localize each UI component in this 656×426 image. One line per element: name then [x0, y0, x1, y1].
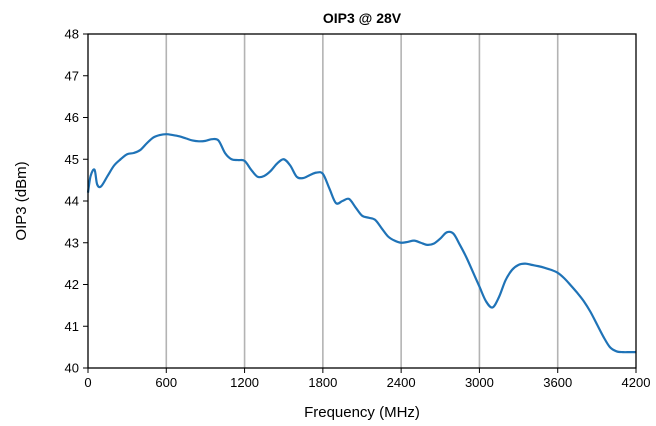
x-axis-label: Frequency (MHz)	[304, 404, 420, 421]
y-tick-label: 44	[65, 194, 79, 209]
plot-area-frame	[87, 33, 637, 369]
y-axis-ticks: 40 41 42 43 44 45 46 47 48	[65, 27, 88, 376]
x-axis-ticks: 0 600 1200 1800 2400 3000 3600 4200	[84, 368, 650, 390]
y-tick-label: 47	[65, 68, 79, 83]
x-tick-label: 1200	[230, 375, 259, 390]
y-tick-label: 40	[65, 361, 79, 376]
series-line-0	[86, 133, 636, 354]
gridlines	[165, 34, 559, 368]
x-tick-label: 0	[84, 375, 91, 390]
y-tick-label: 41	[65, 319, 79, 334]
x-tick-label: 1800	[308, 375, 337, 390]
series-line-group	[86, 133, 636, 354]
y-tick-label: 48	[65, 27, 79, 42]
y-tick-label: 43	[65, 235, 79, 250]
x-tick-label: 3600	[543, 375, 572, 390]
y-axis-label: OIP3 (dBm)	[13, 161, 30, 240]
x-tick-label: 3000	[465, 375, 494, 390]
chart-title: OIP3 @ 28V	[323, 10, 402, 26]
y-tick-label: 46	[65, 110, 79, 125]
y-tick-label: 42	[65, 277, 79, 292]
y-tick-label: 45	[65, 152, 79, 167]
x-tick-label: 4200	[622, 375, 651, 390]
x-tick-label: 600	[155, 375, 177, 390]
x-tick-label: 2400	[387, 375, 416, 390]
